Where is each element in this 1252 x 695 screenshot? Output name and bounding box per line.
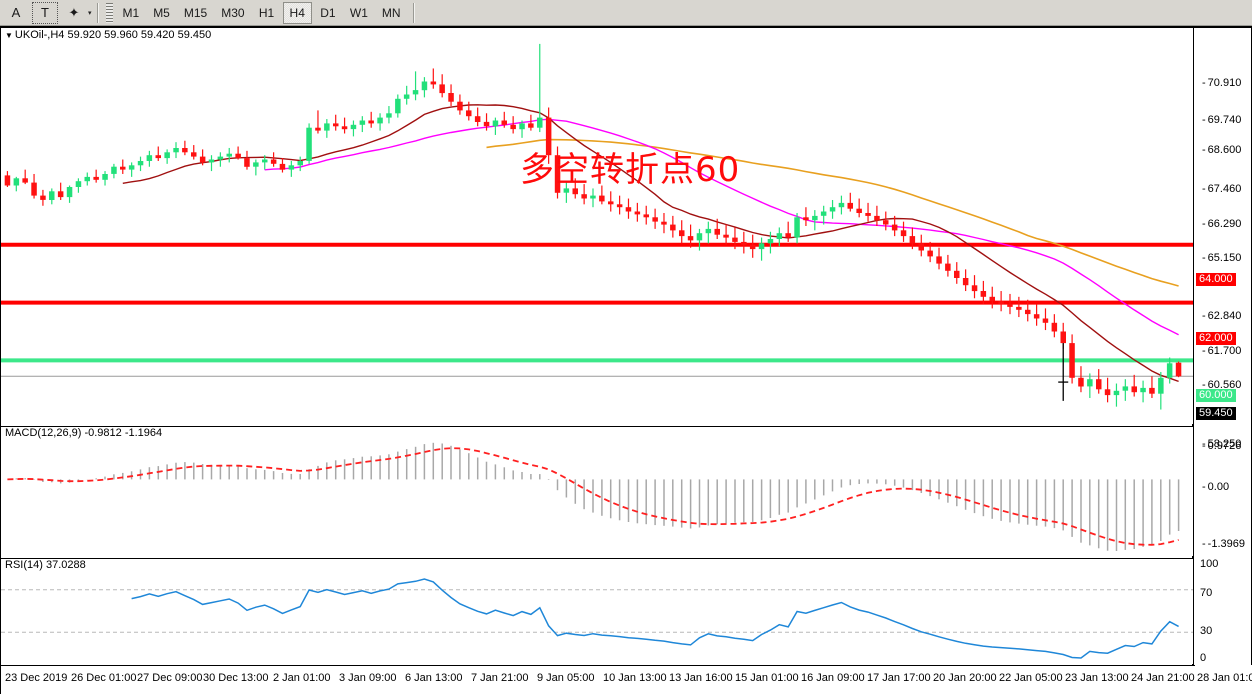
rsi-pane-divider — [1, 558, 1195, 559]
macd-tick-1: -0.00 — [1202, 481, 1230, 493]
timeframe-mn[interactable]: MN — [381, 5, 401, 20]
time-label-3: 30 Dec 13:00 — [203, 672, 269, 684]
price-tick-2: -68.600 — [1202, 144, 1242, 156]
time-label-0: 23 Dec 2019 — [5, 672, 68, 684]
price-pane-title: ▼ UKOil-,H4 59.920 59.960 59.420 59.450 — [5, 29, 211, 41]
time-label-11: 15 Jan 01:00 — [735, 672, 799, 684]
time-label-16: 23 Jan 13:00 — [1065, 672, 1129, 684]
price-level-62: 62.000 — [1196, 332, 1236, 345]
price-tick-4: -66.290 — [1202, 218, 1242, 230]
collapse-triangle-icon[interactable]: ▼ — [5, 31, 13, 40]
rsi-tick-0: 100 — [1200, 558, 1219, 570]
time-label-18: 28 Jan 01:00 — [1197, 672, 1252, 684]
macd-tick-2: - -1.3969 — [1202, 538, 1245, 550]
timeframe-h4[interactable]: H4 — [282, 1, 312, 24]
time-label-12: 16 Jan 09:00 — [801, 672, 865, 684]
price-level-64: 64.000 — [1196, 273, 1236, 286]
timeframe-w1[interactable]: W1 — [349, 5, 368, 20]
time-label-10: 13 Jan 16:00 — [669, 672, 733, 684]
macd-plot — [7, 442, 1180, 551]
timeframe-m30[interactable]: M30 — [221, 5, 245, 20]
time-label-9: 10 Jan 13:00 — [603, 672, 667, 684]
price-tick-8: -60.560 — [1202, 379, 1242, 391]
timeframe-m15[interactable]: M15 — [183, 5, 208, 20]
toolbar-divider — [96, 2, 99, 23]
chevron-down-icon[interactable]: ▾ — [88, 9, 92, 17]
price-tick-6: -62.840 — [1202, 310, 1242, 322]
rsi-pane[interactable]: RSI(14) 37.0288 — [1, 558, 1195, 664]
time-label-7: 7 Jan 21:00 — [471, 672, 529, 684]
time-label-17: 24 Jan 21:00 — [1131, 672, 1195, 684]
macd-pane-divider — [1, 426, 1195, 427]
time-label-15: 22 Jan 05:00 — [999, 672, 1063, 684]
macd-tick-0: -0.9726 — [1202, 440, 1242, 452]
toolbar-divider-right — [412, 2, 415, 23]
macd-pane[interactable]: MACD(12,26,9) -0.9812 -1.1964 — [1, 426, 1195, 556]
symbol-ohlc-label: UKOil-,H4 59.920 59.960 59.420 59.450 — [14, 29, 212, 41]
macd-pane-title: MACD(12,26,9) -0.9812 -1.1964 — [5, 427, 163, 439]
time-label-13: 17 Jan 17:00 — [867, 672, 931, 684]
text-label-tool-icon[interactable]: T — [32, 1, 58, 24]
time-axis: 23 Dec 2019 26 Dec 01:00 27 Dec 09:00 30 De… — [1, 665, 1252, 695]
rsi-tick-2: 30 — [1200, 625, 1213, 637]
time-label-5: 3 Jan 09:00 — [339, 672, 397, 684]
rsi-tick-3: 0 — [1200, 652, 1207, 664]
objects-tool-icon[interactable]: ✦ — [68, 4, 80, 20]
time-label-6: 6 Jan 13:00 — [405, 672, 463, 684]
price-tick-0: -70.910 — [1202, 77, 1242, 89]
rsi-tick-1: 70 — [1200, 587, 1213, 599]
time-axis-rule — [1, 665, 1195, 666]
price-tick-9: -58.250 — [1202, 438, 1242, 450]
timeframe-h1[interactable]: H1 — [258, 5, 275, 20]
time-label-8: 9 Jan 05:00 — [537, 672, 595, 684]
time-label-1: 26 Dec 01:00 — [71, 672, 137, 684]
time-label-14: 20 Jan 20:00 — [933, 672, 997, 684]
rsi-plot — [1, 578, 1195, 659]
price-tick-3: -67.460 — [1202, 183, 1242, 195]
current-price-tag: 59.450 — [1196, 407, 1236, 420]
toolbar-grip-handle[interactable] — [105, 2, 113, 23]
rsi-pane-title: RSI(14) 37.0288 — [5, 559, 86, 571]
time-label-2: 27 Dec 09:00 — [137, 672, 203, 684]
price-level-60: 60.000 — [1196, 389, 1236, 402]
text-tool-a-icon[interactable]: A — [11, 5, 21, 20]
top-toolbar: A T ✦ ▾ M1 M5 M15 M30 H1 H4 D1 W1 MN — [0, 0, 1252, 26]
timeframe-d1[interactable]: D1 — [320, 5, 336, 20]
chart-window[interactable]: ▼ UKOil-,H4 59.920 59.960 59.420 59.450 多… — [0, 26, 1252, 695]
price-plot — [1, 43, 1195, 410]
price-tick-5: -65.150 — [1202, 252, 1242, 264]
time-label-4: 2 Jan 01:00 — [273, 672, 331, 684]
timeframe-m5[interactable]: M5 — [153, 5, 170, 20]
chart-annotation-text: 多空转折点60 — [520, 150, 741, 190]
price-tick-1: -69.740 — [1202, 114, 1242, 126]
price-pane[interactable]: ▼ UKOil-,H4 59.920 59.960 59.420 59.450 多… — [1, 28, 1195, 424]
price-scale[interactable]: -70.910 -69.740 -68.600 -67.460 -66.290 -65.1… — [1193, 28, 1251, 693]
price-tick-7: -61.700 — [1202, 345, 1242, 357]
timeframe-m1[interactable]: M1 — [122, 5, 140, 20]
